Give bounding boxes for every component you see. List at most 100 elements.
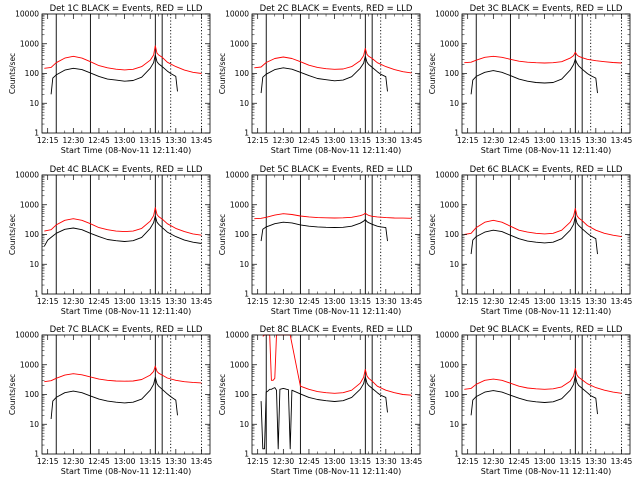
x-axis-label: Start Time (08-Nov-11 12:11:40) [61,307,191,316]
plot-frame [251,334,421,455]
y-tick-label: 10000 [225,331,249,340]
y-axis-label: Counts/sec [218,53,227,94]
x-tick-label: 13:15 [559,136,581,145]
x-tick-label: 13:00 [114,457,136,466]
lld-series-line [44,365,202,384]
y-tick-label: 1000 [20,360,39,369]
y-tick-label: 100 [235,390,250,399]
x-axis-label: Start Time (08-Nov-11 12:11:40) [271,146,401,155]
y-tick-label: 1000 [20,200,39,209]
x-tick-label: 13:00 [534,297,556,306]
plot-frame [461,334,631,455]
y-axis-label: Counts/sec [428,53,437,94]
x-tick-label: 13:00 [324,136,346,145]
y-tick-label: 100 [235,69,250,78]
x-tick-label: 13:15 [139,136,161,145]
plot-frame [251,13,421,134]
y-axis-label: Counts/sec [218,374,227,415]
y-tick-label: 1000 [440,200,459,209]
chart-panel-4: 1 10 100 1000 10000 12:15 12:30 12:45 13:00 13:15… [8,165,212,316]
events-series-line [260,55,388,94]
y-tick-label: 1 [454,290,459,299]
x-tick-label: 13:30 [585,136,607,145]
plot-frame [461,174,631,295]
x-tick-label: 12:45 [508,297,530,306]
y-tick-label: 1 [34,450,39,459]
y-tick-label: 10 [239,420,249,429]
chart-panel-5: 1 10 100 1000 10000 12:15 12:30 12:45 13:00 13:15… [218,165,422,316]
x-tick-label: 12:30 [483,136,505,145]
y-tick-label: 1000 [20,39,39,48]
x-tick-label: 13:30 [375,457,397,466]
chart-panel-6: 1 10 100 1000 10000 12:15 12:30 12:45 13:00 13:15… [428,165,632,316]
x-tick-label: 12:15 [37,457,59,466]
x-tick-label: 13:30 [375,297,397,306]
x-tick-label: 12:15 [37,136,59,145]
lld-series-line [464,208,622,238]
events-series-line [260,219,388,242]
events-series-line [260,376,388,450]
y-axis-label: Counts/sec [8,374,17,415]
x-tick-label: 12:45 [298,136,320,145]
x-tick-label: 13:00 [534,457,556,466]
x-axis-label: Start Time (08-Nov-11 12:11:40) [481,307,611,316]
x-tick-label: 12:45 [508,457,530,466]
x-axis-label: Start Time (08-Nov-11 12:11:40) [271,307,401,316]
y-tick-label: 10 [449,99,459,108]
lld-series-line [44,207,202,236]
events-series-line [470,375,598,416]
y-axis-label: Counts/sec [428,214,437,255]
y-tick-label: 100 [235,230,250,239]
x-tick-label: 12:45 [88,297,110,306]
y-tick-label: 10000 [435,10,459,19]
chart-panel-9: 1 10 100 1000 10000 12:15 12:30 12:45 13:00 13:15… [428,325,632,476]
x-tick-label: 13:30 [165,297,187,306]
y-tick-label: 1 [34,290,39,299]
x-axis-label: Start Time (08-Nov-11 12:11:40) [271,467,401,476]
x-tick-label: 12:30 [483,457,505,466]
x-tick-label: 12:45 [298,297,320,306]
y-tick-label: 10000 [435,331,459,340]
x-tick-label: 12:15 [457,136,479,145]
x-tick-label: 13:00 [534,136,556,145]
x-tick-label: 13:45 [401,136,423,145]
y-tick-label: 10000 [225,171,249,180]
x-tick-label: 12:15 [247,297,269,306]
x-tick-label: 12:15 [247,136,269,145]
x-tick-label: 13:15 [559,457,581,466]
x-tick-label: 13:15 [349,136,371,145]
x-tick-label: 13:15 [139,457,161,466]
y-tick-label: 10 [239,99,249,108]
x-tick-label: 13:45 [401,297,423,306]
chart-panel-7: 1 10 100 1000 10000 12:15 12:30 12:45 13:00 13:15… [8,325,212,476]
x-tick-label: 12:15 [37,297,59,306]
y-tick-label: 1000 [230,360,249,369]
x-tick-label: 13:45 [611,136,633,145]
x-tick-label: 13:15 [349,457,371,466]
panel-title: Det 2C BLACK = Events, RED = LLD [260,4,413,14]
x-tick-label: 12:30 [273,457,295,466]
x-tick-label: 13:00 [324,297,346,306]
panel-title: Det 1C BLACK = Events, RED = LLD [50,4,203,14]
lld-series-line [464,51,622,64]
x-tick-label: 13:15 [139,297,161,306]
x-tick-label: 13:30 [165,457,187,466]
events-series-line [43,215,202,247]
x-tick-label: 12:30 [483,297,505,306]
y-tick-label: 1 [244,450,249,459]
lld-series-line [262,334,412,396]
y-tick-label: 1000 [440,360,459,369]
y-axis-label: Counts/sec [218,214,227,255]
events-series-line [470,216,598,255]
x-tick-label: 12:30 [273,136,295,145]
y-tick-label: 10 [449,420,459,429]
x-axis-label: Start Time (08-Nov-11 12:11:40) [481,467,611,476]
panel-title: Det 9C BLACK = Events, RED = LLD [470,325,623,335]
x-axis-label: Start Time (08-Nov-11 12:11:40) [61,146,191,155]
y-tick-label: 100 [445,230,460,239]
y-tick-label: 10000 [225,10,249,19]
y-tick-label: 10000 [15,331,39,340]
x-tick-label: 12:30 [63,136,85,145]
x-tick-label: 13:45 [611,297,633,306]
